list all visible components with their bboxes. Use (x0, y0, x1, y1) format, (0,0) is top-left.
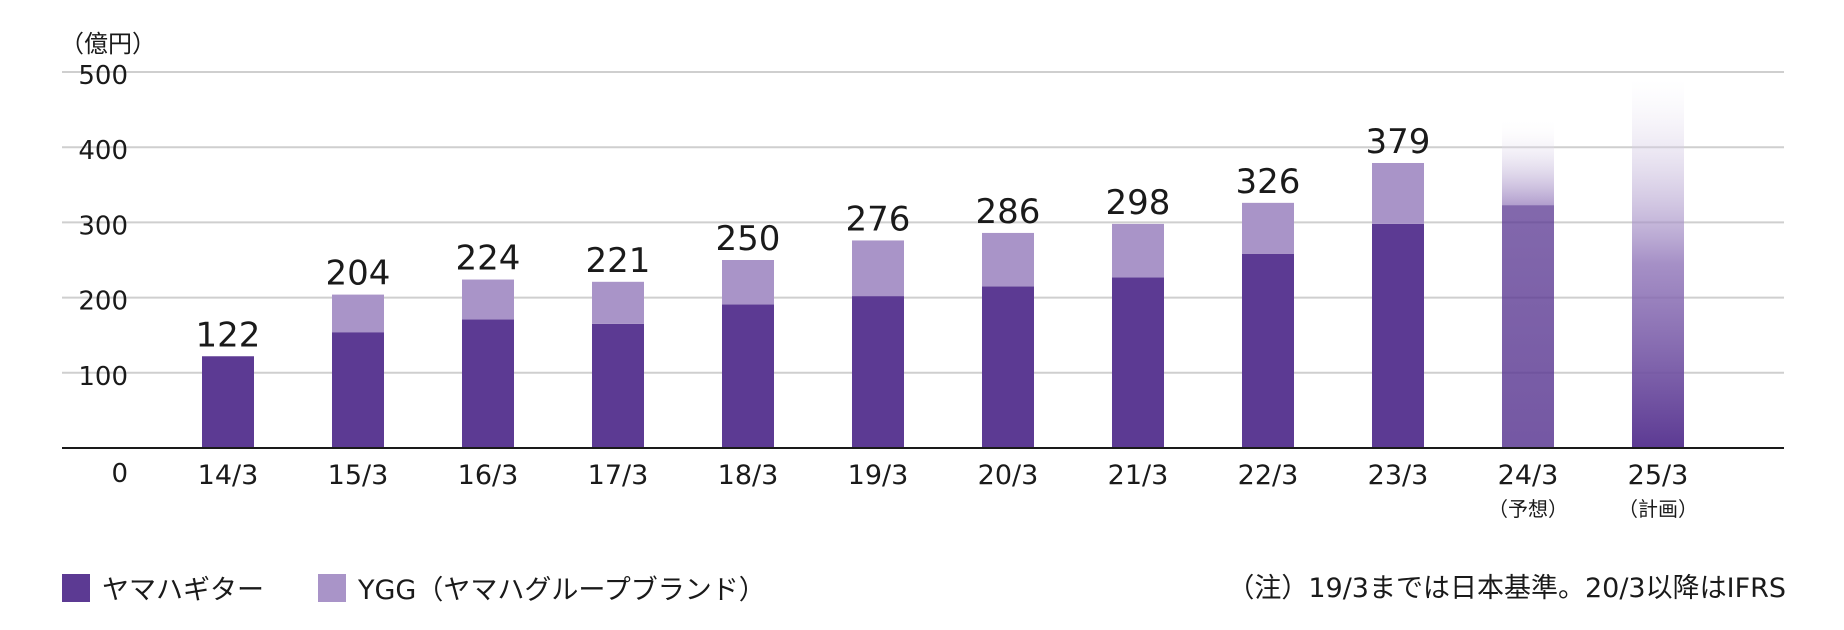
stacked-bar-chart: 0 100 200 300 400 500 122 204 224 221 250 276 286 29… (62, 61, 1784, 521)
bar-guitar (1242, 253, 1294, 448)
total-label: 286 (976, 192, 1041, 232)
total-label: 250 (716, 219, 781, 259)
total-label: 276 (846, 199, 911, 239)
total-label: 298 (1106, 183, 1171, 223)
x-axis-ticks: 14/3 15/3 16/3 17/3 18/3 19/3 20/3 21/3 22/3 23/3… (198, 460, 1698, 521)
y-tick-label: 100 (78, 362, 128, 392)
legend-item-ygg: YGG（ヤマハグループブランド） (318, 568, 766, 607)
x-tick-label: 15/3 (328, 460, 389, 491)
bar-fade-forecast (1502, 117, 1554, 206)
bar-guitar (332, 332, 384, 448)
x-tick-label: 20/3 (978, 460, 1039, 491)
y-tick-label: 500 (78, 61, 128, 91)
bar-guitar (852, 296, 904, 448)
bar-guitar (462, 319, 514, 448)
bar-guitar (202, 356, 254, 448)
bar-ygg (852, 240, 904, 297)
x-tick-label: 19/3 (848, 460, 909, 491)
y-tick-label: 300 (78, 211, 128, 241)
y-tick-label: 200 (78, 287, 128, 317)
legend-label-guitar: ヤマハギター (102, 575, 264, 606)
bar-guitar (1372, 223, 1424, 448)
y-tick-label: 0 (111, 459, 128, 489)
accounting-note: （注）19/3までは日本基準。20/3以降はIFRS (1227, 573, 1786, 604)
bar-guitar (1112, 277, 1164, 448)
x-tick-label: 21/3 (1108, 460, 1169, 491)
x-tick-label: 18/3 (718, 460, 779, 491)
bar-ygg (722, 260, 774, 305)
x-tick-label: 16/3 (458, 460, 519, 491)
x-tick-sublabel: （計画） (1618, 497, 1698, 521)
total-labels: 122 204 224 221 250 276 286 298 326 379 (196, 122, 1431, 355)
bar-ygg (1242, 202, 1294, 254)
total-label: 326 (1236, 162, 1301, 202)
legend-item-guitar: ヤマハギター (62, 568, 264, 607)
bar-ygg (332, 294, 384, 333)
total-label: 204 (326, 254, 391, 294)
total-label: 379 (1366, 122, 1431, 162)
x-tick-label: 14/3 (198, 460, 259, 491)
total-label: 224 (456, 239, 521, 279)
legend-swatch-ygg (318, 573, 346, 602)
bars (202, 79, 1684, 449)
x-tick-label: 23/3 (1368, 460, 1429, 491)
bar-ygg (1112, 223, 1164, 278)
y-tick-label: 400 (78, 136, 128, 166)
bar-guitar (982, 286, 1034, 448)
x-tick-label: 17/3 (588, 460, 649, 491)
x-tick-sublabel: （予想） (1488, 497, 1568, 521)
bar-guitar (722, 304, 774, 448)
x-tick-label: 25/3 (1628, 460, 1689, 491)
bar-guitar-forecast (1502, 205, 1554, 448)
legend-label-ygg: YGG（ヤマハグループブランド） (358, 575, 766, 606)
bar-ygg (1372, 162, 1424, 224)
legend-swatch-guitar (62, 573, 90, 602)
bar-ygg (592, 281, 644, 324)
x-tick-label: 24/3 (1498, 460, 1559, 491)
bar-ygg (982, 232, 1034, 287)
y-axis-ticks: 0 100 200 300 400 500 (78, 61, 128, 489)
x-tick-label: 22/3 (1238, 460, 1299, 491)
bar-guitar (592, 323, 644, 448)
y-axis-unit-label: （億円） (60, 30, 156, 58)
total-label: 122 (196, 315, 261, 355)
bar-plan (1632, 79, 1684, 449)
total-label: 221 (586, 241, 651, 281)
bar-ygg (462, 279, 514, 320)
